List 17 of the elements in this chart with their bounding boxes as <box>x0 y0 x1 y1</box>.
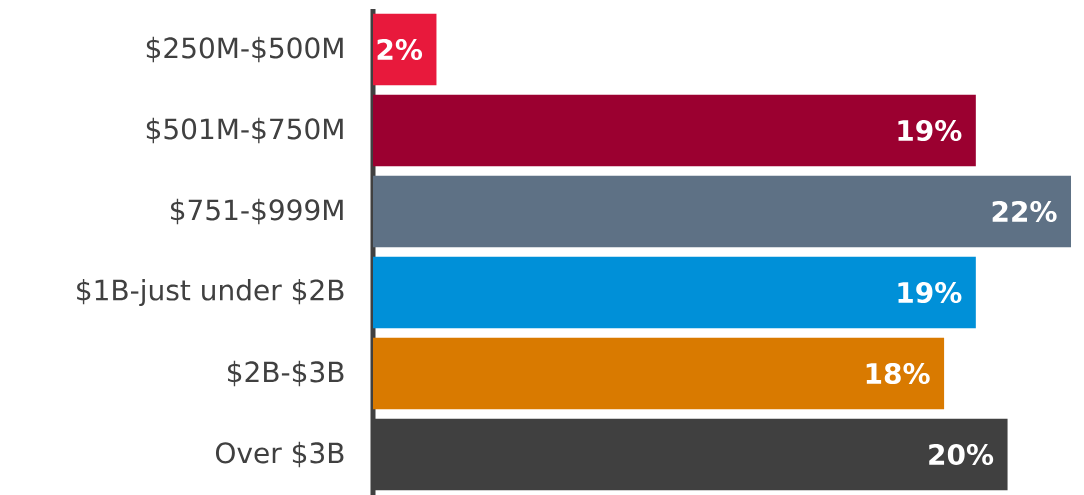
y-tick-label: $501M-$750M <box>146 117 343 144</box>
data-label: 2% <box>377 38 423 61</box>
bar <box>373 175 1072 248</box>
bar <box>373 94 976 167</box>
y-tick-label: $250M-$500M <box>146 36 343 63</box>
bar <box>373 256 976 329</box>
y-tick-label: $2B-$3B <box>228 360 344 387</box>
data-label: 18% <box>866 362 930 385</box>
bar <box>373 337 945 410</box>
data-label: 19% <box>898 119 962 142</box>
bar <box>373 13 437 86</box>
data-label: 22% <box>992 200 1057 223</box>
data-label: 20% <box>929 443 994 466</box>
y-tick-label: $1B-just under $2B <box>77 278 344 307</box>
y-tick-label: $751-$999M <box>171 198 343 225</box>
y-tick-label: Over $3B <box>215 441 344 468</box>
data-label: 19% <box>898 281 962 304</box>
